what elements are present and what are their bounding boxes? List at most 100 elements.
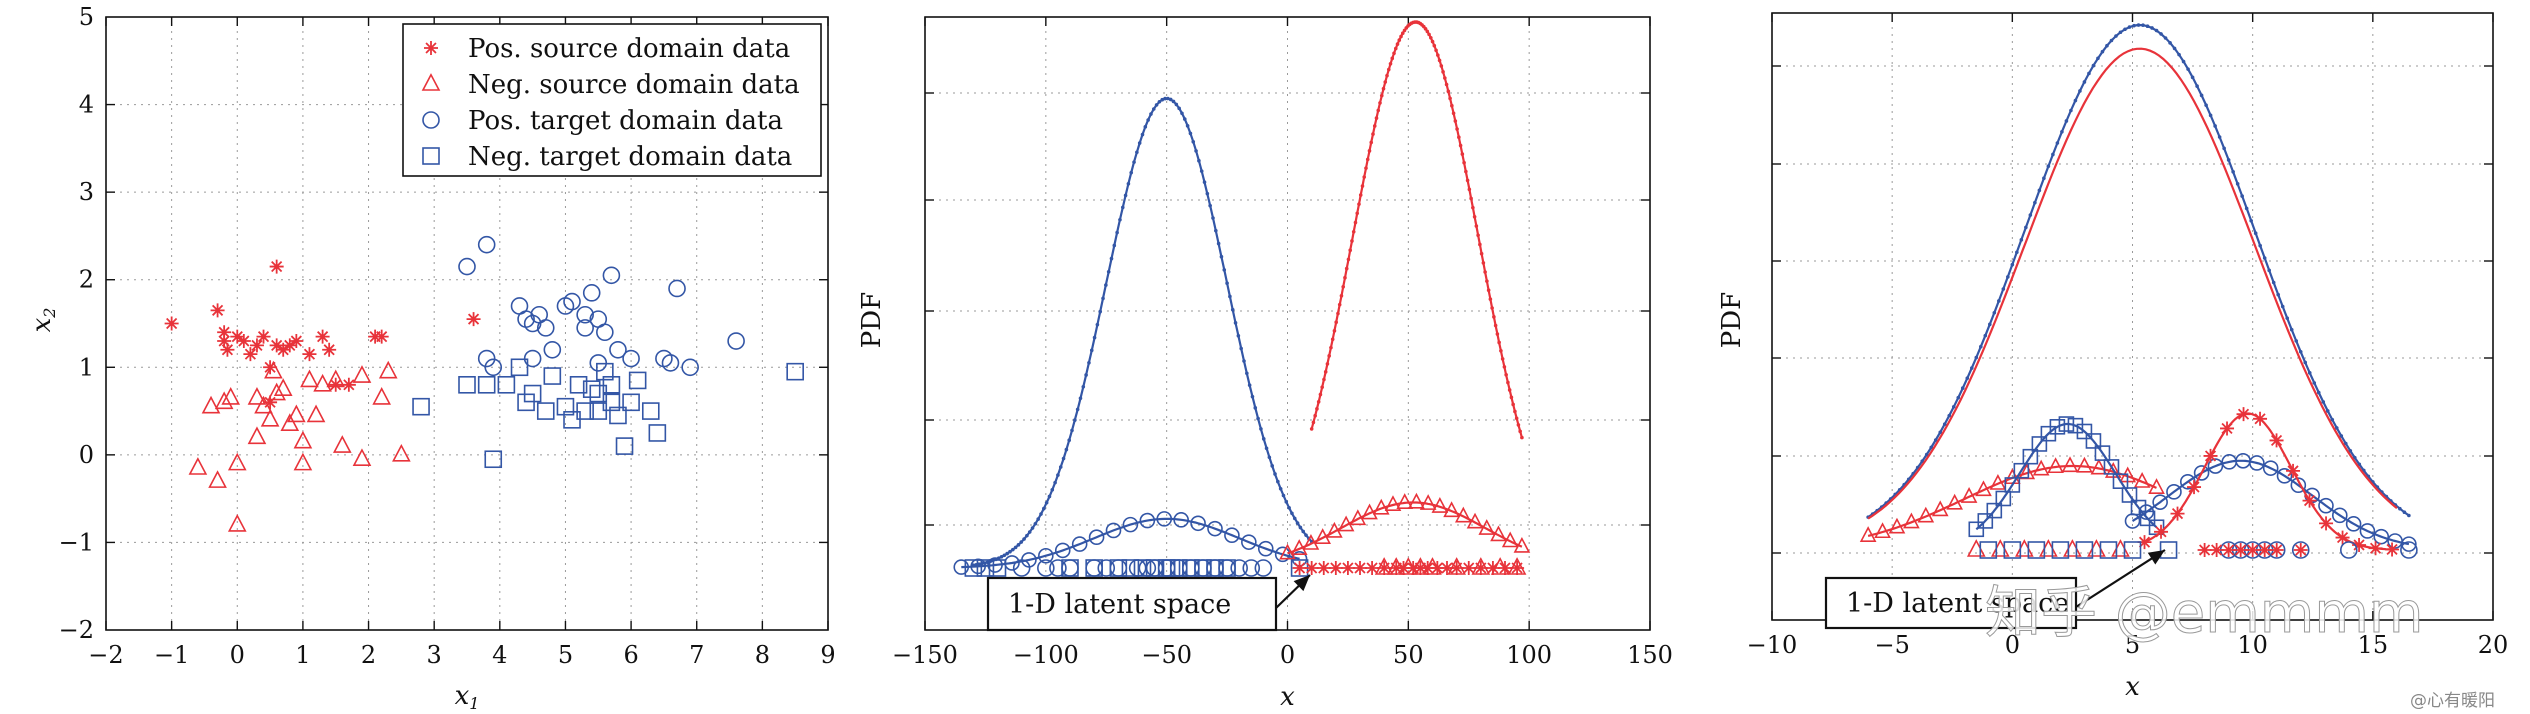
y-tick-label: 0	[79, 441, 94, 469]
curve-marker	[1357, 202, 1361, 206]
curve-marker	[1369, 140, 1374, 145]
curve-marker	[1450, 103, 1454, 108]
watermark-text: 知乎 @emmmm	[1985, 581, 2423, 646]
curve-marker	[1495, 332, 1500, 336]
curve-marker	[1139, 512, 1156, 529]
curve-marker	[1120, 205, 1125, 210]
curve-marker	[1429, 35, 1433, 40]
x-tick-label: 1	[295, 641, 310, 669]
curve-marker	[2124, 513, 2141, 529]
curve-marker	[1016, 543, 1021, 547]
latent-point	[1389, 561, 1404, 575]
curve-marker	[2385, 542, 2400, 557]
latent-point	[2400, 541, 2418, 559]
y-axis-label: PDF	[857, 292, 887, 348]
data-point	[293, 452, 313, 471]
curve-marker	[1917, 506, 1935, 523]
data-point	[322, 342, 337, 357]
x-axis-label: x	[1280, 682, 1295, 712]
curve-marker	[1316, 399, 1321, 404]
data-point	[352, 448, 372, 467]
curve-marker	[2249, 455, 2265, 471]
curve-marker	[1497, 340, 1501, 345]
curve-marker	[2046, 164, 2051, 169]
latent-point	[1340, 561, 1355, 575]
latent-point	[2257, 543, 2272, 557]
curve-marker	[2262, 256, 2267, 260]
data-point	[243, 347, 258, 362]
plot-frame	[1771, 12, 2494, 621]
curve-marker	[1315, 407, 1319, 411]
data-point	[378, 360, 398, 379]
latent-point	[2087, 539, 2106, 557]
curve-marker	[1492, 315, 1496, 319]
latent-point	[2051, 541, 2070, 559]
curve-marker	[1301, 529, 1306, 534]
curve-marker	[2330, 417, 2335, 422]
curve-marker	[2109, 38, 2114, 43]
data-point	[543, 340, 562, 359]
legend-marker	[424, 41, 438, 55]
curve-marker	[2253, 231, 2258, 236]
curve-marker	[1478, 519, 1496, 535]
curve-marker	[1038, 547, 1054, 564]
curve-marker	[1465, 178, 1470, 183]
data-point	[227, 513, 247, 532]
x-tick-label: 5	[2125, 631, 2140, 659]
series-pdf-triangle	[1279, 492, 1531, 560]
curve-marker	[1225, 281, 1229, 285]
curve-marker	[2331, 507, 2348, 524]
x-tick-label: 150	[1627, 641, 1673, 669]
legend-label: Neg. target domain data	[468, 142, 792, 172]
curve-marker	[1933, 438, 1938, 442]
curve-marker	[1360, 184, 1365, 188]
curve-marker	[1511, 402, 1515, 407]
curve-marker	[1276, 479, 1280, 484]
curve-marker	[1888, 517, 1906, 534]
scatter-panel: −2 −1 0 1 2 3 4 5 6 7 8 9 −2 −1 0 1 2 3 4 5 x1 x2 Pos. source …	[27, 3, 836, 713]
curve-marker	[2013, 462, 2030, 479]
curve-marker	[1408, 492, 1425, 509]
curve-marker	[2091, 63, 2096, 68]
curve-marker	[1383, 80, 1388, 84]
x-tick-label: 50	[1393, 641, 1424, 669]
data-point	[622, 349, 640, 368]
data-point	[628, 371, 647, 390]
x-tick-label: 8	[755, 641, 770, 669]
curve-marker	[2193, 465, 2210, 481]
curve-marker	[2166, 484, 2182, 500]
curve-marker	[1437, 58, 1442, 63]
curve-marker	[1202, 180, 1207, 184]
annotation-arrowhead	[2147, 550, 2165, 565]
latent-point	[1109, 559, 1128, 577]
curve-marker	[1381, 86, 1386, 91]
curve-marker	[2368, 541, 2383, 556]
curve-marker	[2208, 113, 2213, 118]
curve-marker	[1101, 296, 1105, 301]
curve-marker	[2318, 497, 2334, 514]
curve-marker	[1073, 418, 1077, 422]
y-tick-label: 1	[79, 353, 94, 381]
curve-marker	[1332, 329, 1337, 333]
data-point	[287, 404, 306, 423]
curve-marker	[2181, 59, 2186, 64]
data-point	[536, 402, 555, 420]
data-point	[668, 279, 686, 298]
latent-point	[2015, 539, 2034, 557]
latent-point	[1061, 559, 1079, 577]
x-axis-label: x	[2125, 672, 2140, 702]
series-square	[412, 358, 804, 469]
curve-marker	[1323, 370, 1328, 374]
curve-marker	[1253, 406, 1258, 410]
curve-marker	[1095, 322, 1100, 327]
curve-marker	[2307, 371, 2312, 375]
legend-label: Neg. source domain data	[468, 70, 800, 100]
curve-marker	[2271, 280, 2276, 285]
curve-marker	[1084, 373, 1088, 377]
curve-marker	[1008, 549, 1012, 554]
data-point	[497, 375, 516, 394]
data-point	[458, 257, 476, 276]
annotation-arrow	[2075, 549, 2166, 608]
curve-marker	[2090, 458, 2108, 475]
